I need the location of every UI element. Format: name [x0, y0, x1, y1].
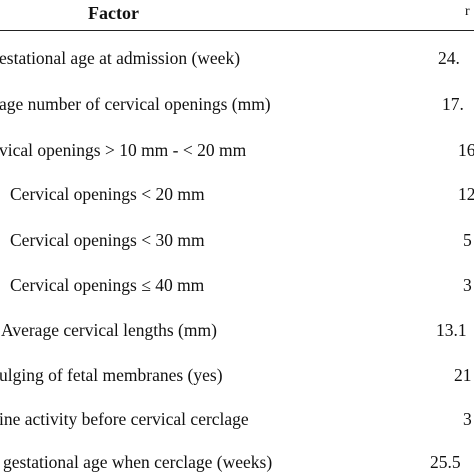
- row-value: 3: [463, 275, 472, 295]
- row-value: 16: [458, 140, 474, 160]
- table-row: estational age at admission (week) 24.: [0, 47, 474, 87]
- row-value: 13.1: [436, 320, 467, 340]
- row-factor: vical openings > 10 mm - < 20 mm: [0, 140, 247, 160]
- row-factor: Average cervical lengths (mm): [1, 320, 217, 340]
- table-row: Average cervical lengths (mm) 13.1: [0, 319, 474, 359]
- row-value: 12: [458, 184, 474, 204]
- row-factor: Cervical openings ≤ 40 mm: [10, 275, 205, 295]
- table-row: gestational age when cerclage (weeks) 25…: [0, 451, 474, 474]
- table-row: Cervical openings < 20 mm 12: [0, 183, 474, 223]
- header-value: r: [465, 4, 470, 19]
- table-row: vical openings > 10 mm - < 20 mm 16: [0, 139, 474, 179]
- row-factor: gestational age when cerclage (weeks): [3, 452, 273, 472]
- row-factor: age number of cervical openings (mm): [0, 94, 271, 114]
- table-row: ine activity before cervical cerclage 3: [0, 408, 474, 448]
- row-value: 25.5: [430, 452, 461, 472]
- header-factor: Factor: [88, 3, 139, 23]
- row-factor: Cervical openings < 20 mm: [10, 184, 205, 204]
- row-factor: ine activity before cervical cerclage: [0, 409, 249, 429]
- table-row: Cervical openings ≤ 40 mm 3: [0, 274, 474, 314]
- header-rule: [0, 30, 474, 31]
- row-value: 3: [463, 409, 472, 429]
- row-value: 5: [463, 230, 472, 250]
- row-factor: Cervical openings < 30 mm: [10, 230, 205, 250]
- table-row: ulging of fetal membranes (yes) 21: [0, 364, 474, 404]
- table-header-row: Factor r: [0, 0, 474, 30]
- table-row: age number of cervical openings (mm) 17.: [0, 93, 474, 133]
- row-value: 17.: [442, 94, 464, 114]
- row-factor: estational age at admission (week): [0, 48, 241, 68]
- table-row: Cervical openings < 30 mm 5: [0, 229, 474, 269]
- row-value: 21: [454, 365, 472, 385]
- row-factor: ulging of fetal membranes (yes): [0, 365, 223, 385]
- row-value: 24.: [438, 48, 460, 68]
